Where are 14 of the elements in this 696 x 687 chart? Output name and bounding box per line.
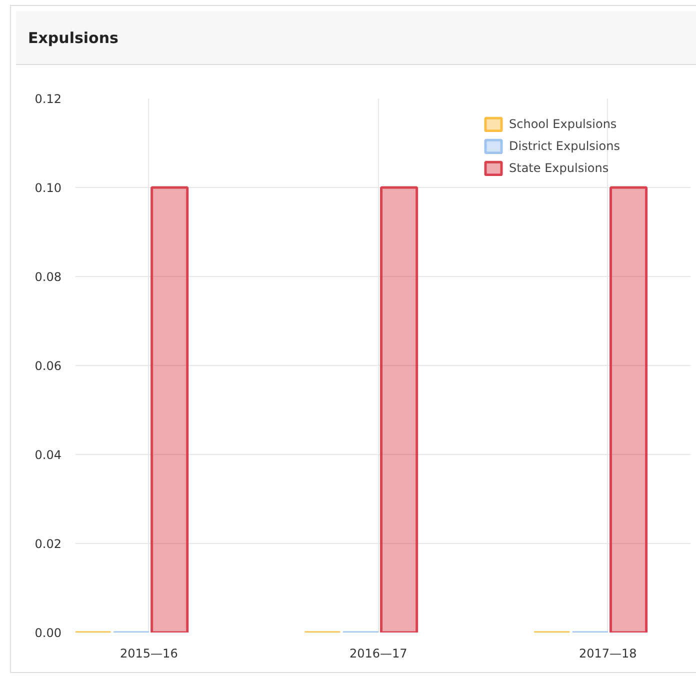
- y-tick-label: 0.08: [34, 270, 62, 284]
- x-tick-label: 2015—16: [120, 646, 178, 660]
- y-tick-label: 0.10: [34, 181, 62, 195]
- y-tick-label: 0.00: [34, 626, 62, 640]
- chart-title: Expulsions: [28, 28, 118, 49]
- y-tick-label: 0.12: [34, 92, 62, 106]
- x-tick-label: 2016—17: [350, 646, 408, 660]
- y-tick-label: 0.02: [34, 537, 62, 551]
- y-tick-label: 0.04: [34, 448, 62, 462]
- x-tick-label: 2017—18: [578, 646, 637, 660]
- y-tick-label: 0.06: [34, 359, 62, 373]
- legend-label: District Expulsions: [509, 139, 620, 153]
- legend-label: State Expulsions: [509, 161, 609, 175]
- legend-label: School Expulsions: [509, 117, 617, 131]
